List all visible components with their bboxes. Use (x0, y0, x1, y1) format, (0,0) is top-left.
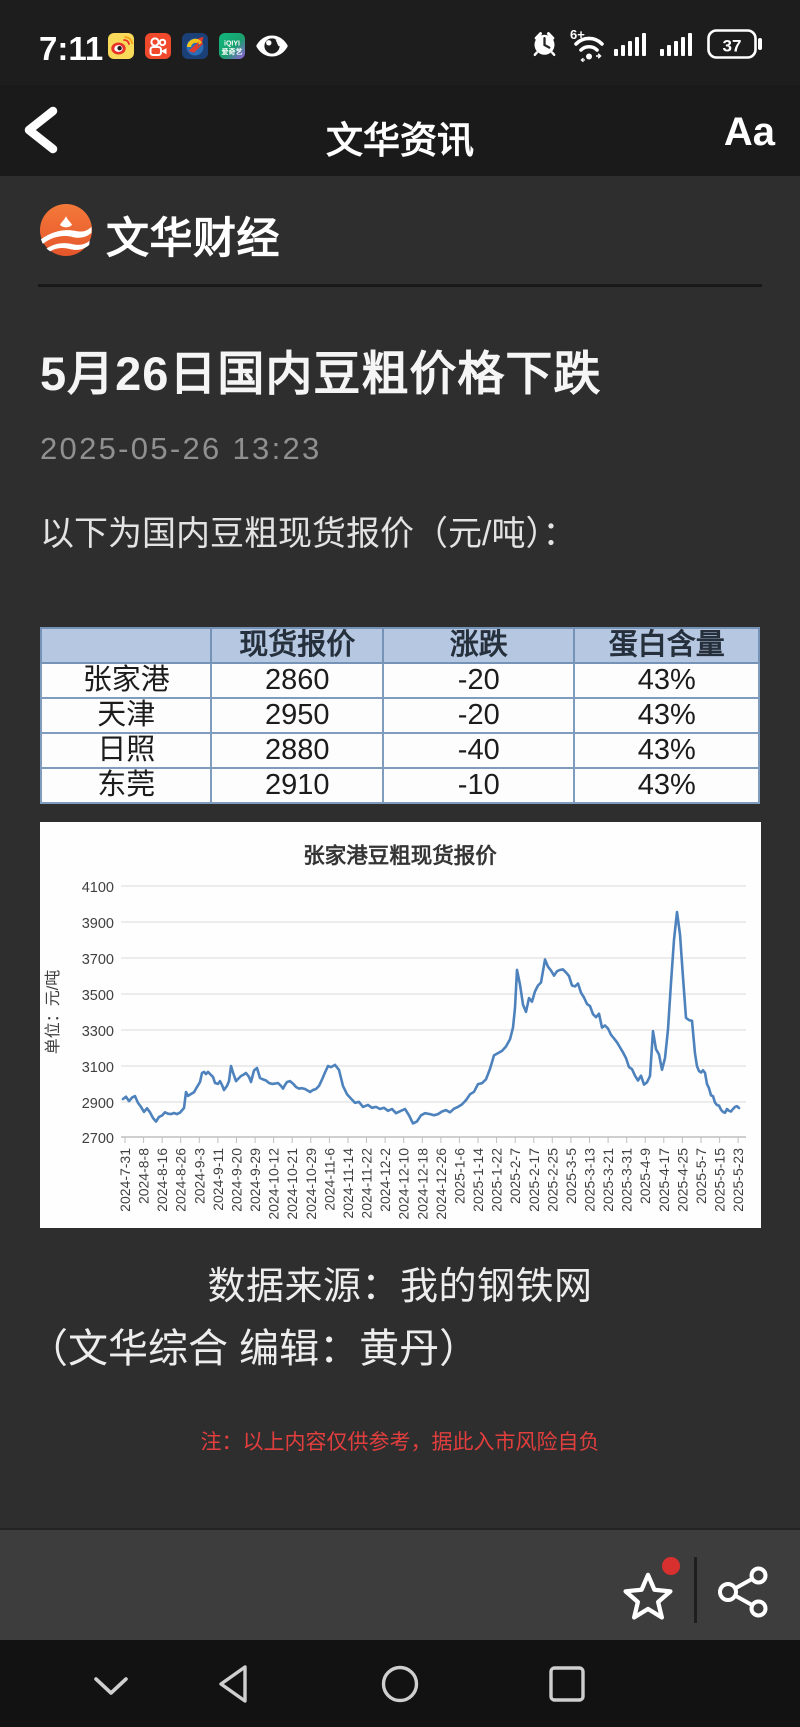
svg-text:2025-3-13: 2025-3-13 (582, 1148, 598, 1212)
svg-text:2024-11-6: 2024-11-6 (321, 1148, 337, 1211)
svg-text:3700: 3700 (82, 952, 114, 968)
svg-text:2700: 2700 (82, 1131, 114, 1147)
svg-text:2024-9-11: 2024-9-11 (210, 1148, 226, 1211)
svg-text:2025-5-23: 2025-5-23 (730, 1148, 746, 1212)
svg-text:2024-12-18: 2024-12-18 (414, 1148, 430, 1220)
svg-text:3500: 3500 (82, 988, 114, 1004)
svg-text:2025-2-7: 2025-2-7 (507, 1148, 523, 1204)
svg-text:2900: 2900 (82, 1096, 114, 1112)
svg-text:2024-9-29: 2024-9-29 (247, 1148, 263, 1212)
svg-text:2024-8-16: 2024-8-16 (154, 1148, 170, 1212)
svg-text:2025-3-31: 2025-3-31 (619, 1148, 635, 1212)
svg-text:2025-5-15: 2025-5-15 (712, 1148, 728, 1212)
svg-text:2024-11-22: 2024-11-22 (359, 1148, 375, 1219)
svg-text:2024-9-3: 2024-9-3 (191, 1148, 207, 1204)
svg-text:2025-2-25: 2025-2-25 (544, 1148, 560, 1212)
svg-text:2024-10-21: 2024-10-21 (284, 1148, 300, 1220)
svg-text:2025-4-9: 2025-4-9 (637, 1148, 653, 1204)
svg-text:2025-1-6: 2025-1-6 (451, 1148, 467, 1204)
svg-text:2025-4-17: 2025-4-17 (656, 1148, 672, 1212)
svg-text:iQIYI: iQIYI (224, 41, 240, 48)
svg-text:爱奇艺: 爱奇艺 (222, 47, 243, 56)
svg-text:37: 37 (723, 37, 742, 56)
svg-text:2024-8-8: 2024-8-8 (136, 1148, 152, 1204)
svg-text:4100: 4100 (82, 880, 114, 896)
svg-text:2025-1-22: 2025-1-22 (489, 1148, 505, 1212)
svg-text:2024-10-29: 2024-10-29 (303, 1148, 319, 1220)
svg-text:2024-7-31: 2024-7-31 (117, 1148, 133, 1212)
svg-text:2025-1-14: 2025-1-14 (470, 1148, 486, 1212)
svg-text:2025-4-25: 2025-4-25 (674, 1148, 690, 1212)
svg-text:3100: 3100 (82, 1060, 114, 1076)
svg-text:2024-12-2: 2024-12-2 (377, 1148, 393, 1212)
svg-text:2025-2-17: 2025-2-17 (526, 1148, 542, 1212)
svg-text:3900: 3900 (82, 916, 114, 932)
svg-text:2024-8-26: 2024-8-26 (173, 1148, 189, 1212)
svg-text:2025-3-5: 2025-3-5 (563, 1148, 579, 1204)
svg-text:2025-3-21: 2025-3-21 (600, 1148, 616, 1212)
svg-text:单位：元/吨: 单位：元/吨 (44, 970, 62, 1054)
svg-text:2024-12-10: 2024-12-10 (396, 1148, 412, 1220)
svg-text:2025-5-7: 2025-5-7 (693, 1148, 709, 1204)
svg-text:2024-9-20: 2024-9-20 (229, 1148, 245, 1212)
svg-text:2024-11-14: 2024-11-14 (340, 1148, 356, 1219)
svg-text:3300: 3300 (82, 1024, 114, 1040)
svg-text:2024-12-26: 2024-12-26 (433, 1148, 449, 1220)
svg-text:2024-10-12: 2024-10-12 (266, 1148, 282, 1220)
svg-text:张家港豆粗现货报价: 张家港豆粗现货报价 (303, 843, 497, 868)
